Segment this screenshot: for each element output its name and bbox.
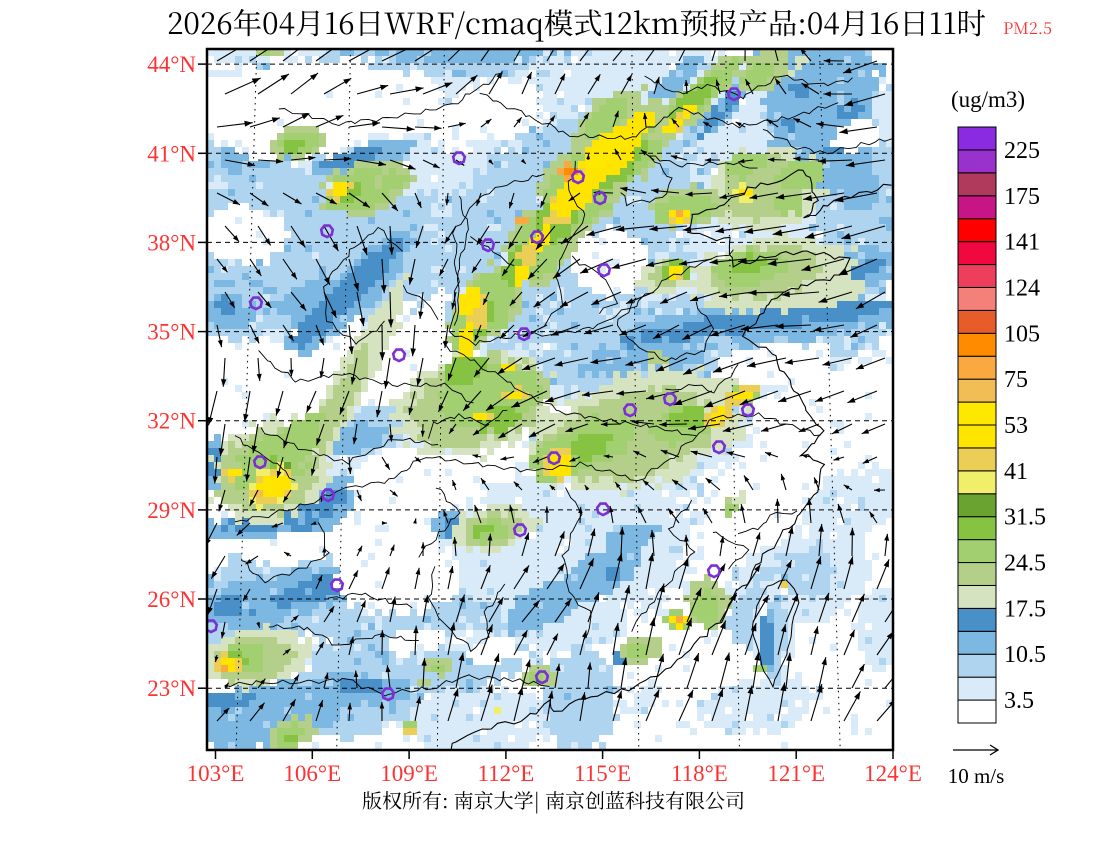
svg-text:29°N: 29°N xyxy=(147,498,196,523)
svg-text:109°E: 109°E xyxy=(380,761,438,786)
svg-text:(ug/m3): (ug/m3) xyxy=(951,87,1025,112)
svg-text:175: 175 xyxy=(1004,184,1040,210)
svg-text:225: 225 xyxy=(1004,138,1040,164)
svg-text:106°E: 106°E xyxy=(283,761,341,786)
svg-text:124: 124 xyxy=(1004,276,1040,302)
svg-text:31.5: 31.5 xyxy=(1004,505,1046,531)
svg-text:10 m/s: 10 m/s xyxy=(948,764,1005,788)
svg-text:41: 41 xyxy=(1004,459,1028,485)
svg-text:105: 105 xyxy=(1004,321,1040,347)
svg-text:26°N: 26°N xyxy=(147,587,196,612)
svg-text:23°N: 23°N xyxy=(147,676,196,701)
svg-text:121°E: 121°E xyxy=(767,761,825,786)
svg-text:44°N: 44°N xyxy=(147,52,196,77)
svg-text:112°E: 112°E xyxy=(477,761,534,786)
svg-text:124°E: 124°E xyxy=(864,761,922,786)
svg-text:3.5: 3.5 xyxy=(1004,688,1034,714)
svg-text:118°E: 118°E xyxy=(671,761,728,786)
svg-text:41°N: 41°N xyxy=(147,141,196,166)
svg-text:115°E: 115°E xyxy=(574,761,631,786)
svg-text:32°N: 32°N xyxy=(147,409,196,434)
svg-text:53: 53 xyxy=(1004,413,1028,439)
svg-text:24.5: 24.5 xyxy=(1004,551,1046,577)
svg-text:10.5: 10.5 xyxy=(1004,642,1046,668)
svg-text:35°N: 35°N xyxy=(147,320,196,345)
svg-text:141: 141 xyxy=(1004,230,1040,256)
svg-text:17.5: 17.5 xyxy=(1004,596,1046,622)
svg-text:38°N: 38°N xyxy=(147,230,196,255)
svg-text:75: 75 xyxy=(1004,367,1028,393)
svg-text:103°E: 103°E xyxy=(187,761,245,786)
